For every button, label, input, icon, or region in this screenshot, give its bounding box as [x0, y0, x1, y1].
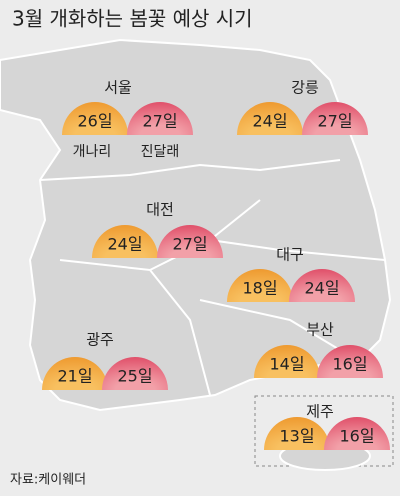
azalea-date: 27일	[317, 112, 352, 131]
forsythia-dome	[227, 269, 293, 302]
azalea-dome	[127, 102, 193, 135]
legend-azalea: 진달래	[141, 144, 180, 160]
city-name: 강릉	[291, 79, 319, 97]
city-name: 부산	[306, 321, 334, 339]
forsythia-dome	[264, 417, 330, 450]
azalea-date: 16일	[332, 355, 367, 374]
city-name: 광주	[86, 331, 114, 349]
azalea-date: 27일	[142, 112, 177, 131]
forsythia-dome	[62, 102, 128, 135]
city-name: 제주	[306, 403, 334, 421]
azalea-date: 24일	[304, 279, 339, 298]
legend-forsythia: 개나리	[73, 144, 112, 160]
azalea-dome	[317, 345, 383, 378]
forsythia-dome	[42, 357, 108, 390]
city-name: 대전	[146, 201, 174, 219]
forsythia-dome	[254, 345, 320, 378]
forsythia-date: 14일	[269, 355, 304, 374]
azalea-date: 25일	[117, 367, 152, 386]
city-name: 서울	[104, 79, 132, 97]
forsythia-dome	[237, 102, 303, 135]
azalea-dome	[289, 269, 355, 302]
forsythia-date: 24일	[107, 235, 142, 254]
azalea-dome	[157, 225, 223, 258]
forsythia-date: 24일	[252, 112, 287, 131]
azalea-dome	[324, 417, 390, 450]
forsythia-date: 26일	[77, 112, 112, 131]
forsythia-dome	[92, 225, 158, 258]
azalea-dome	[302, 102, 368, 135]
forsythia-date: 18일	[242, 279, 277, 298]
title: 3월 개화하는 봄꽃 예상 시기	[12, 7, 253, 31]
forsythia-date: 21일	[57, 367, 92, 386]
source: 자료:케이웨더	[10, 473, 86, 488]
azalea-dome	[102, 357, 168, 390]
azalea-date: 16일	[339, 427, 374, 446]
forsythia-date: 13일	[279, 427, 314, 446]
azalea-date: 27일	[172, 235, 207, 254]
city-name: 대구	[276, 246, 304, 264]
